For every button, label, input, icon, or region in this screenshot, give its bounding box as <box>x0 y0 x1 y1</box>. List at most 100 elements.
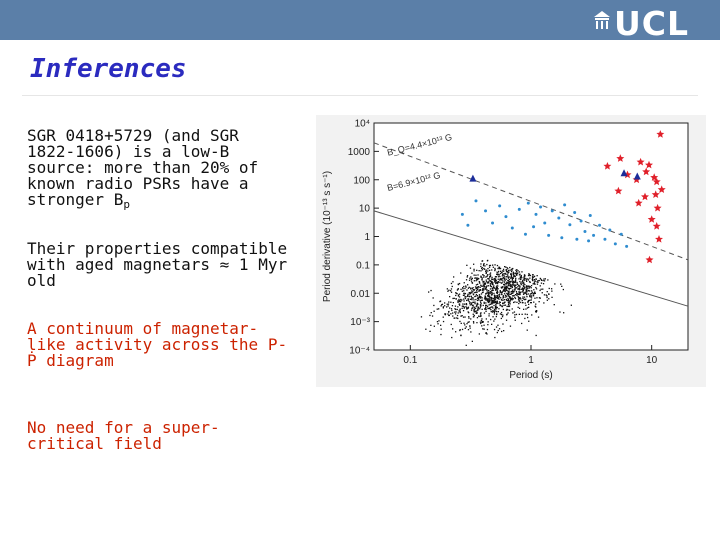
pulsar-point <box>489 269 491 271</box>
magnetar-star <box>614 186 623 195</box>
pulsar-point <box>487 293 489 295</box>
pulsar-point <box>490 298 492 301</box>
pulsar-point <box>523 292 525 294</box>
pulsar-point <box>487 298 490 300</box>
pulsar-point <box>503 299 506 301</box>
pulsar-point <box>493 309 496 311</box>
pulsar-point <box>517 298 520 300</box>
pulsar-point <box>505 295 507 297</box>
pulsar-point <box>433 304 435 307</box>
pulsar-point <box>507 295 509 297</box>
pulsar-point <box>475 291 477 293</box>
pulsar-point <box>514 319 516 321</box>
y-tick-label: 100 <box>353 175 370 186</box>
pulsar-point <box>487 292 489 294</box>
pulsar-point <box>508 309 511 311</box>
pulsar-point <box>504 286 506 288</box>
pulsar-point <box>465 306 467 308</box>
pulsar-point <box>514 280 517 283</box>
pulsar-point <box>473 280 475 282</box>
pulsar-point <box>480 319 482 322</box>
pulsar-point <box>493 308 496 310</box>
pulsar-point <box>507 292 510 294</box>
pulsar-point <box>461 299 463 301</box>
pulsar-point <box>447 305 449 307</box>
pulsar-point <box>506 267 508 269</box>
pulsar-point <box>514 285 516 287</box>
pulsar-point <box>506 313 508 315</box>
pulsar-point <box>513 291 515 293</box>
pulsar-point <box>493 295 496 297</box>
pulsar-point <box>482 281 484 283</box>
pulsar-point <box>539 285 541 287</box>
pulsar-point <box>532 292 534 295</box>
pulsar-point <box>495 310 497 312</box>
pulsar-point <box>523 279 525 281</box>
pulsar-point <box>483 275 485 277</box>
pulsar-point <box>535 303 537 305</box>
pulsar-point <box>525 277 527 280</box>
pulsar-point <box>485 306 487 309</box>
pulsar-point <box>481 260 484 262</box>
pulsar-point <box>495 276 497 278</box>
pulsar-point <box>486 289 488 291</box>
pulsar-point <box>486 304 488 307</box>
pulsar-point <box>471 304 473 307</box>
pulsar-point <box>495 308 497 310</box>
pulsar-point <box>491 311 493 313</box>
pulsar-point <box>473 274 475 276</box>
pulsar-point <box>452 315 454 317</box>
pulsar-point <box>499 290 501 292</box>
pulsar-point <box>501 278 503 280</box>
pulsar-point <box>536 310 538 312</box>
pulsar-point <box>463 294 466 296</box>
pulsar-point <box>456 317 458 319</box>
pulsar-point <box>472 287 474 289</box>
pulsar-point <box>463 298 465 300</box>
pulsar-point <box>509 284 511 286</box>
pulsar-point <box>453 297 455 299</box>
pulsar-point <box>490 309 492 311</box>
pulsar-point <box>511 292 513 294</box>
pulsar-point <box>495 278 497 280</box>
pulsar-point <box>459 320 461 323</box>
pulsar-point <box>480 303 482 305</box>
pulsar-point <box>476 295 479 297</box>
pulsar-point <box>507 282 509 284</box>
pulsar-point <box>448 301 450 303</box>
pulsar-point <box>506 271 508 273</box>
pulsar-point <box>469 304 471 306</box>
pulsar-point <box>509 266 511 269</box>
pulsar-point <box>506 290 509 292</box>
pulsar-point <box>493 287 495 289</box>
pulsar-point <box>473 310 475 312</box>
pulsar-point <box>430 289 432 292</box>
pulsar-point <box>525 292 527 294</box>
pulsar-point <box>484 308 487 310</box>
pulsar-point <box>511 279 513 281</box>
pulsar-point <box>560 283 562 285</box>
pulsar-point <box>507 304 510 306</box>
pulsar-point <box>458 303 460 305</box>
pulsar-point <box>495 306 497 308</box>
pulsar-point <box>494 297 496 299</box>
pulsar-point <box>466 323 468 325</box>
pulsar-point <box>464 292 467 295</box>
pulsar-point <box>562 288 564 291</box>
magnetar-star <box>653 203 662 212</box>
pulsar-point <box>501 305 503 307</box>
pulsar-point <box>429 314 431 317</box>
pulsar-point <box>518 293 520 296</box>
pulsar-point <box>507 276 510 278</box>
pulsar-point <box>507 301 510 303</box>
pulsar-point <box>492 286 494 288</box>
pulsar-point <box>533 292 536 294</box>
pulsar-point <box>501 316 504 318</box>
pulsar-point <box>519 297 521 299</box>
pulsar-point <box>529 274 531 277</box>
pulsar-point <box>485 304 487 306</box>
pulsar-point <box>523 276 526 278</box>
pulsar-point <box>520 283 522 286</box>
pulsar-point <box>496 302 498 305</box>
pulsar-point <box>521 300 523 302</box>
